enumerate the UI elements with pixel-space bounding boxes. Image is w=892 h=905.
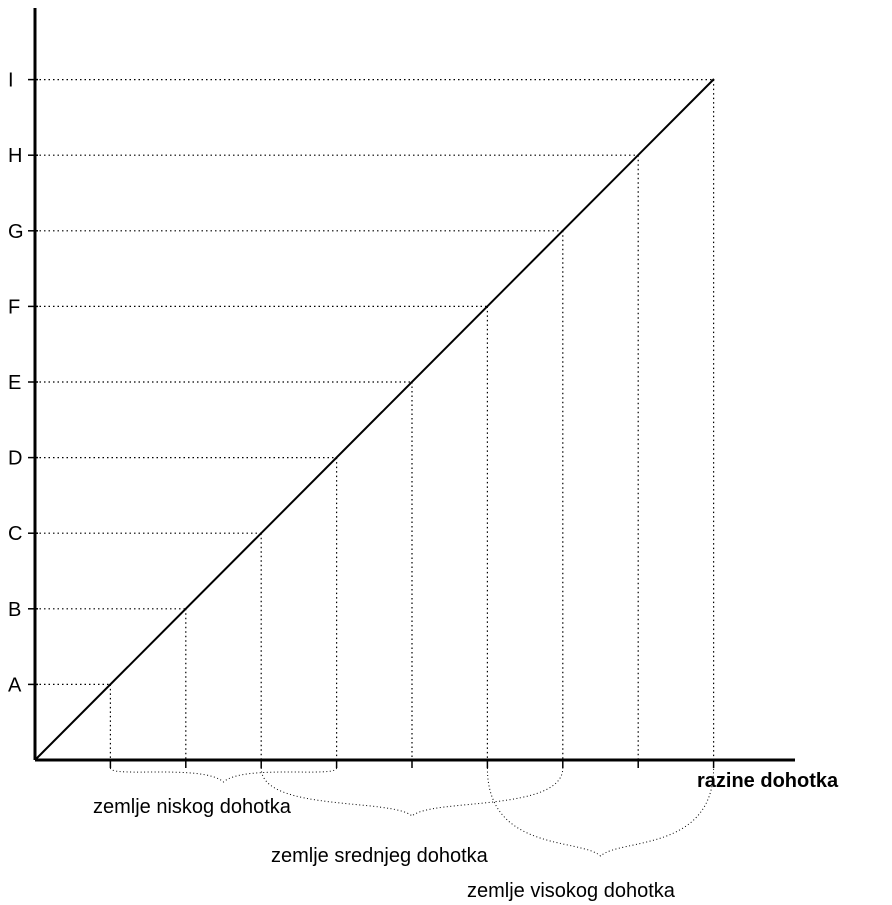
brace-high-income [486,767,715,857]
y-label-f: F [8,296,20,318]
y-label-a: A [8,674,22,696]
x-axis-label: razine dohotka [697,770,839,792]
y-label-i: I [8,70,14,92]
y-label-h: H [8,145,22,167]
y-axis-labels: A B C D E F G H I [8,70,24,697]
y-label-c: C [8,523,22,545]
group-label-middle-income: zemlje srednjeg dohotka [271,845,489,867]
diagonal-line [34,78,715,761]
group-label-low-income: zemlje niskog dohotka [93,796,292,818]
group-label-high-income: zemlje visokog dohotka [467,880,676,902]
group-braces [109,767,715,857]
y-label-d: D [8,448,22,470]
brace-low-income [109,767,338,783]
y-label-b: B [8,599,21,621]
brace-middle-income [260,767,564,817]
y-label-e: E [8,372,21,394]
guide-lines [35,78,715,760]
y-label-g: G [8,221,24,243]
